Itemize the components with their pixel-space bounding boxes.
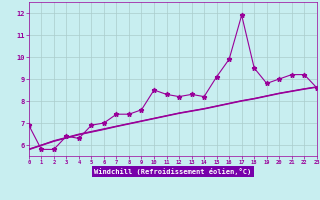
X-axis label: Windchill (Refroidissement éolien,°C): Windchill (Refroidissement éolien,°C) bbox=[94, 168, 252, 175]
